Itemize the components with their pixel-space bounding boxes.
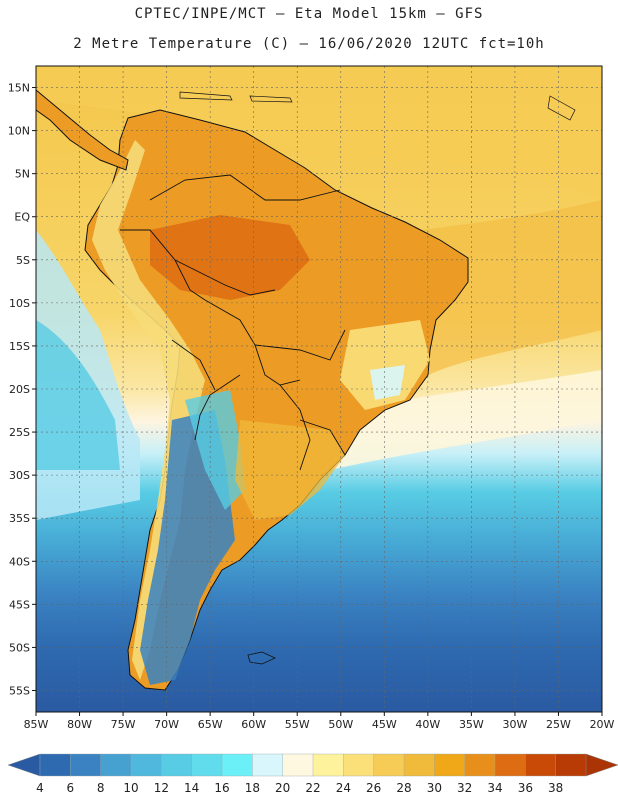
lon-label: 80W (67, 718, 92, 731)
colorbar-swatch (312, 753, 345, 777)
lat-label: 10S (9, 297, 30, 310)
lat-label: EQ (14, 211, 30, 224)
central-america (36, 89, 129, 171)
lon-label: 60W (241, 718, 266, 731)
caribbean-warm (36, 66, 602, 200)
chart-title-line1: CPTEC/INPE/MCT — Eta Model 15km — GFS (134, 6, 484, 22)
lat-label: 50S (9, 641, 30, 654)
lon-label: 85W (24, 718, 49, 731)
caribbean-island (547, 95, 576, 121)
colorbar-swatch (161, 753, 193, 777)
lat-label: 25S (9, 426, 30, 439)
colorbar-tick: 36 (518, 781, 533, 795)
colorbar-tick: 30 (427, 781, 442, 795)
colorbar-tick: 28 (396, 781, 411, 795)
colorbar-tick: 14 (184, 781, 199, 795)
colorbar-tick: 4 (36, 781, 44, 795)
lat-label: 5N (15, 168, 30, 181)
colorbar-tick: 8 (97, 781, 105, 795)
southern-brazil-mild (235, 420, 345, 520)
colorbar-tick: 10 (123, 781, 138, 795)
colorbar-tick: 20 (275, 781, 290, 795)
colorbar-swatch (130, 753, 163, 777)
caribbean-island (249, 95, 293, 103)
colorbar-swatch (282, 753, 314, 777)
chart-title-line2: 2 Metre Temperature (C) — 16/06/2020 12U… (73, 36, 545, 52)
falkland-islands (247, 651, 276, 665)
caribbean-island (179, 91, 233, 101)
colorbar-tick: 34 (487, 781, 502, 795)
colorbar-under-arrow (7, 753, 41, 777)
lat-label: 30S (9, 469, 30, 482)
colorbar-swatch (464, 753, 496, 777)
lat-label: 45S (9, 598, 30, 611)
colorbar-swatch (100, 753, 132, 777)
colorbar-swatch (525, 753, 557, 777)
colorbar-tick: 12 (154, 781, 169, 795)
colorbar-swatch (252, 753, 284, 777)
lon-label: 55W (285, 718, 310, 731)
lon-label: 50W (328, 718, 353, 731)
colorbar-tick: 22 (305, 781, 320, 795)
lat-label: 20S (9, 383, 30, 396)
lat-label: 5S (16, 254, 30, 267)
lon-label: 45W (372, 718, 397, 731)
lat-lon-grid (36, 66, 602, 712)
colorbar-tick: 24 (336, 781, 351, 795)
colorbar-tick: 26 (366, 781, 381, 795)
lon-label: 35W (459, 718, 484, 731)
colorbar-swatch (555, 753, 587, 777)
colorbar-swatch (39, 753, 72, 777)
lon-label: 70W (154, 718, 179, 731)
colorbar-swatch (494, 753, 527, 777)
lat-label: 55S (9, 684, 30, 697)
colorbar-swatch (434, 753, 466, 777)
lon-label: 75W (111, 718, 136, 731)
colorbar-swatches (7, 753, 618, 777)
colorbar-tick-labels: 4 6 8 10 12 14 16 18 20 22 24 26 28 30 32 34 36 38 (36, 781, 563, 795)
temperature-map: 15N 10N 5N EQ 5S 10S 15S 20S 25S 30S 35S 40S 45S 50S 5… (8, 65, 615, 731)
colorbar-over-arrow (585, 753, 618, 777)
lon-label: 40W (415, 718, 440, 731)
lon-label: 65W (198, 718, 223, 731)
serra-mantiqueira-cool (370, 365, 405, 400)
colorbar-swatch (70, 753, 102, 777)
lat-label: 40S (9, 555, 30, 568)
colorbar-tick: 32 (457, 781, 472, 795)
lon-label: 20W (590, 718, 615, 731)
colorbar: 4 6 8 10 12 14 16 18 20 22 24 26 28 30 32 34 36 38 (7, 753, 618, 795)
amazon-hot-core (150, 215, 310, 300)
lon-label: 30W (502, 718, 527, 731)
colorbar-tick: 38 (548, 781, 563, 795)
lat-label: 35S (9, 512, 30, 525)
country-borders (120, 174, 346, 471)
map-field (36, 66, 602, 712)
colorbar-swatch (191, 753, 223, 777)
latitude-labels: 15N 10N 5N EQ 5S 10S 15S 20S 25S 30S 35S 40S 45S 50S 5… (8, 82, 36, 697)
colorbar-swatch (403, 753, 436, 777)
andes-cool-strip (92, 140, 205, 680)
colorbar-swatch (373, 753, 405, 777)
colorbar-tick: 6 (67, 781, 75, 795)
lat-label: 15N (8, 82, 30, 95)
se-brazil-highlands (340, 320, 430, 410)
lon-label: 25W (546, 718, 571, 731)
colorbar-tick: 18 (245, 781, 260, 795)
colorbar-swatch (221, 753, 254, 777)
pacific-cold-band (36, 320, 120, 470)
atlantic-mild-band (300, 370, 602, 470)
colorbar-swatch (343, 753, 375, 777)
longitude-labels: 85W 80W 75W 70W 65W 60W 55W 50W 45W 40W 35W 30W 25W 2… (24, 712, 615, 731)
southern-andes-cool (185, 390, 245, 510)
lat-label: 10N (8, 125, 30, 138)
lat-label: 15S (9, 340, 30, 353)
colorbar-tick: 16 (214, 781, 229, 795)
